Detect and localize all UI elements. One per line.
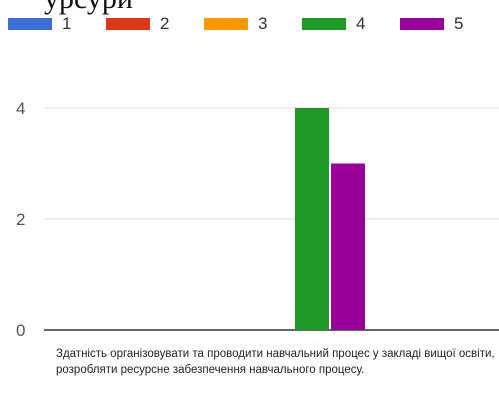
legend-label-2: 2	[160, 14, 170, 33]
legend-label-3: 3	[258, 14, 268, 33]
legend-label-5: 5	[454, 14, 464, 33]
legend-item-2: 2	[106, 10, 169, 38]
legend-item-3: 3	[204, 10, 267, 38]
legend-swatch-5	[400, 18, 444, 30]
y-tick-label-0: 0	[16, 321, 25, 340]
bar-series-4	[295, 108, 329, 330]
legend-swatch-4	[302, 18, 346, 30]
y-tick-label-4: 4	[16, 99, 25, 118]
top-text-fragment: урсури	[44, 0, 133, 16]
legend-swatch-2	[106, 18, 150, 30]
legend-label-1: 1	[62, 14, 72, 33]
legend-item-5: 5	[400, 10, 463, 38]
y-tick-label-2: 2	[16, 210, 25, 229]
legend-label-4: 4	[356, 14, 366, 33]
legend-swatch-3	[204, 18, 248, 30]
legend-item-1: 1	[8, 10, 71, 38]
category-label: Здатність організовувати та проводити на…	[56, 348, 495, 376]
bar-series-5	[331, 163, 365, 330]
legend-item-4: 4	[302, 10, 365, 38]
legend-swatch-1	[8, 18, 52, 30]
legend: 1 2 3 4 5	[0, 10, 499, 38]
